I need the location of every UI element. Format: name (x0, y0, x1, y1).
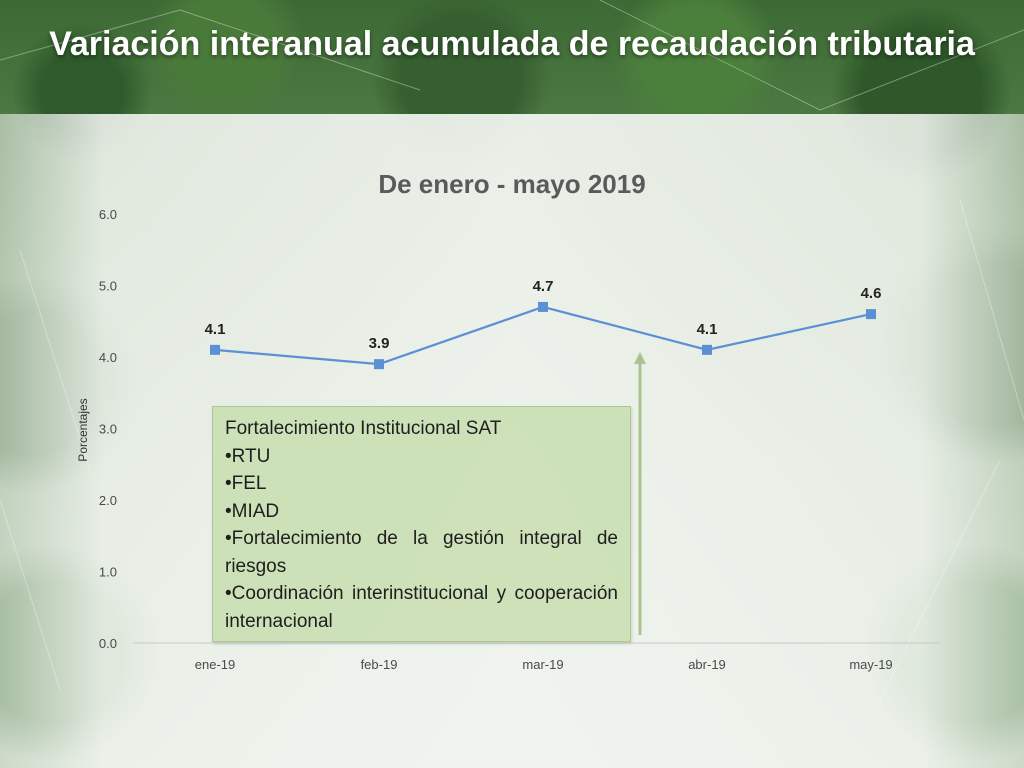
data-label: 4.1 (205, 321, 226, 338)
y-axis-label: Porcentajes (76, 398, 90, 461)
callout-item: •Coordinación interinstitucional y coope… (225, 583, 618, 632)
slide-title: Variación interanual acumulada de recaud… (49, 25, 975, 63)
x-tick-label: may-19 (849, 657, 892, 672)
y-tick-label: 2.0 (99, 493, 117, 508)
series-line (214, 305, 872, 366)
x-tick-label: abr-19 (688, 657, 726, 672)
callout-item: •MIAD (225, 500, 280, 522)
data-label: 3.9 (369, 335, 390, 352)
callout-item: •FEL (225, 473, 267, 494)
data-point-marker (866, 309, 876, 320)
y-tick-label: 3.0 (99, 422, 117, 437)
x-tick-label: ene-19 (195, 657, 235, 672)
chart-subtitle: De enero - mayo 2019 (378, 169, 645, 199)
callout-item: •Fortalecimiento de la gestión integral … (225, 528, 618, 577)
data-label: 4.1 (697, 321, 718, 338)
callout-box: Fortalecimiento Institucional SAT •RTU •… (212, 406, 631, 642)
y-tick-label: 6.0 (99, 207, 117, 222)
series-markers (210, 301, 876, 370)
y-tick-label: 1.0 (99, 565, 117, 580)
arrow-head-icon (634, 352, 646, 364)
y-tick-label: 5.0 (99, 279, 117, 294)
x-tick-label: mar-19 (522, 657, 563, 672)
y-tick-label: 0.0 (99, 636, 117, 651)
data-label: 4.7 (533, 278, 554, 295)
x-tick-labels: ene-19 feb-19 mar-19 abr-19 may-19 (195, 657, 893, 672)
y-tick-label: 4.0 (99, 350, 117, 365)
data-point-marker (374, 359, 384, 370)
data-point-marker (210, 344, 220, 355)
data-point-marker (538, 301, 548, 312)
callout-heading: Fortalecimiento Institucional SAT (225, 418, 502, 439)
data-label: 4.6 (861, 285, 882, 302)
y-tick-labels: 0.0 1.0 2.0 3.0 4.0 5.0 6.0 (99, 207, 117, 651)
x-tick-label: feb-19 (361, 657, 398, 672)
callout-item: •RTU (225, 445, 271, 467)
data-labels: 4.1 3.9 4.7 4.1 4.6 (205, 278, 882, 352)
data-point-marker (702, 344, 712, 355)
